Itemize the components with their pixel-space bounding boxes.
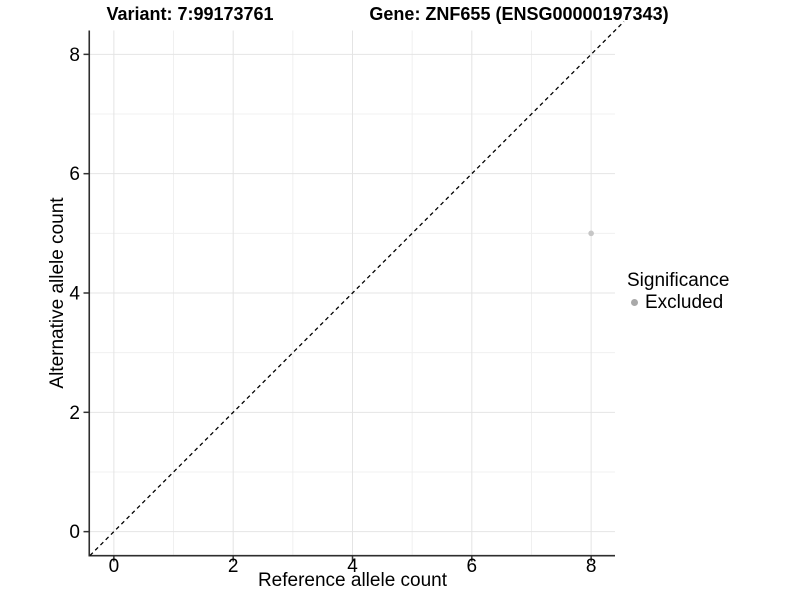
y-tick-label: 6	[69, 164, 80, 185]
x-tick-label: 6	[467, 556, 478, 577]
x-axis-title: Reference allele count	[257, 570, 448, 591]
y-tick-label: 8	[69, 45, 80, 66]
y-tick-label: 2	[69, 403, 80, 424]
legend: Significance Excluded	[627, 271, 729, 312]
y-tick-label: 0	[69, 522, 80, 543]
legend-point-icon	[631, 298, 638, 306]
data-point	[588, 230, 594, 237]
legend-title: Significance	[627, 270, 730, 291]
plot-title-gene: Gene: ZNF655 (ENSG00000197343)	[369, 4, 669, 24]
y-tick-label: 4	[69, 284, 80, 305]
x-tick-label: 8	[586, 556, 597, 577]
x-tick-label: 2	[228, 556, 239, 577]
x-tick-label: 4	[347, 556, 358, 577]
x-tick-label: 0	[109, 556, 120, 577]
legend-entry-label: Excluded	[645, 291, 724, 313]
plot-title-variant: Variant: 7:99173761	[106, 4, 274, 24]
identity-diagonal-reference-line	[89, 21, 625, 556]
y-axis-title: Alternative allele count	[47, 197, 68, 389]
legend-entry-excluded: Excluded	[627, 291, 729, 313]
